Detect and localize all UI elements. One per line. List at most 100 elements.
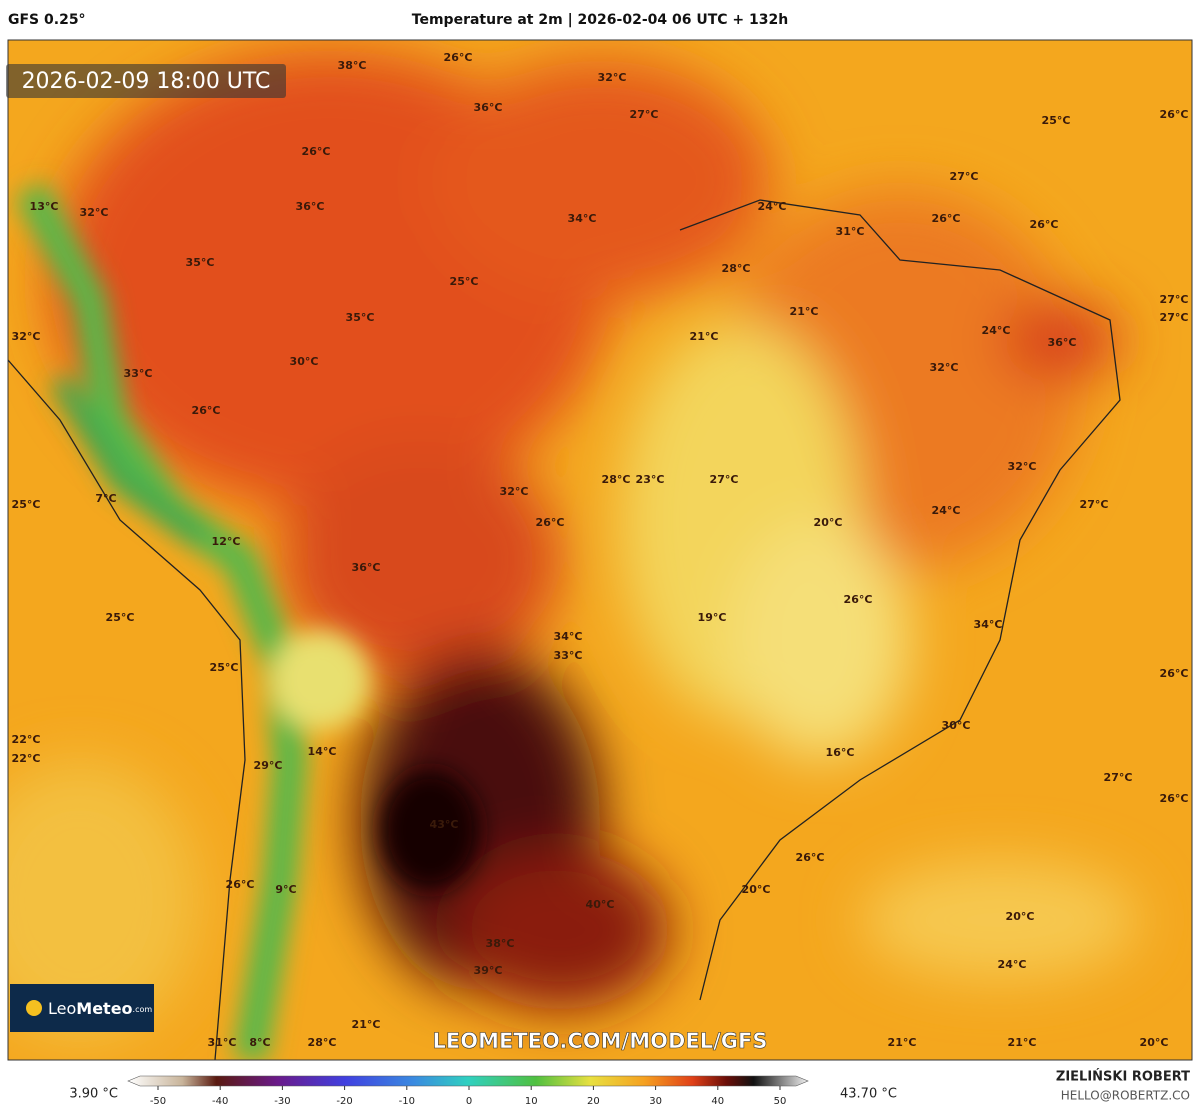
- colorbar-tick-label: 30: [649, 1096, 662, 1107]
- temperature-label: 28°C: [722, 262, 751, 275]
- temperature-label: 29°C: [254, 759, 283, 772]
- temperature-label: 22°C: [12, 752, 41, 765]
- temperature-label: 20°C: [814, 516, 843, 529]
- time-box: [6, 64, 286, 98]
- model-name: GFS 0.25°: [8, 12, 86, 28]
- temperature-label: 26°C: [1160, 667, 1189, 680]
- colorbar-min: 3.90 °C: [69, 1087, 118, 1102]
- temperature-label: 36°C: [1048, 336, 1077, 349]
- temperature-label: 40°C: [586, 898, 615, 911]
- temperature-label: 22°C: [12, 733, 41, 746]
- temperature-label: 24°C: [758, 200, 787, 213]
- temperature-label: 24°C: [982, 324, 1011, 337]
- temperature-label: 20°C: [742, 883, 771, 896]
- temperature-label: 25°C: [106, 611, 135, 624]
- temperature-label: 34°C: [554, 630, 583, 643]
- colorbar-tick-label: 40: [711, 1096, 724, 1107]
- temperature-label: 16°C: [826, 746, 855, 759]
- colorbar-tick-label: -20: [336, 1096, 352, 1107]
- temperature-label: 13°C: [30, 200, 59, 213]
- temperature-label: 38°C: [338, 59, 367, 72]
- temperature-label: 8°C: [249, 1036, 270, 1049]
- colorbar: [127, 1075, 809, 1087]
- colorbar-tick-label: 50: [774, 1096, 787, 1107]
- watermark: LEOMETEO.COM/MODEL/GFS: [433, 1029, 768, 1053]
- temperature-label: 38°C: [486, 937, 515, 950]
- temperature-label: 26°C: [226, 878, 255, 891]
- temperature-label: 30°C: [942, 719, 971, 732]
- temperature-label: 25°C: [12, 498, 41, 511]
- temperature-label: 33°C: [124, 367, 153, 380]
- temperature-label: 25°C: [450, 275, 479, 288]
- temperature-label: 33°C: [554, 649, 583, 662]
- temperature-label: 9°C: [275, 883, 296, 896]
- temperature-label: 14°C: [308, 745, 337, 758]
- temperature-label: 27°C: [1104, 771, 1133, 784]
- colorbar-tick-label: -10: [399, 1096, 415, 1107]
- temperature-label: 26°C: [444, 51, 473, 64]
- logo-sun: [26, 1000, 42, 1016]
- colorbar-tick-label: 20: [587, 1096, 600, 1107]
- temperature-label: 32°C: [1008, 460, 1037, 473]
- temperature-label: 28°C: [308, 1036, 337, 1049]
- temperature-label: 31°C: [208, 1036, 237, 1049]
- temperature-label: 25°C: [1042, 114, 1071, 127]
- temperature-label: 26°C: [844, 593, 873, 606]
- temperature-label: 21°C: [1008, 1036, 1037, 1049]
- temperature-label: 24°C: [998, 958, 1027, 971]
- temperature-label: 20°C: [1006, 910, 1035, 923]
- temperature-label: 27°C: [1160, 293, 1189, 306]
- temperature-label: 31°C: [836, 225, 865, 238]
- temperature-label: 27°C: [950, 170, 979, 183]
- temperature-label: 25°C: [210, 661, 239, 674]
- colorbar-tick-label: -50: [150, 1096, 166, 1107]
- logo-light: Leo: [48, 999, 76, 1018]
- temperature-label: 26°C: [796, 851, 825, 864]
- temperature-label: 32°C: [500, 485, 529, 498]
- temperature-label: 24°C: [932, 504, 961, 517]
- temperature-label: 20°C: [1140, 1036, 1169, 1049]
- temperature-label: 39°C: [474, 964, 503, 977]
- temperature-label: 32°C: [930, 361, 959, 374]
- colorbar-tick-label: 10: [525, 1096, 538, 1107]
- logo-text: LeoMeteo.com: [48, 999, 152, 1018]
- temperature-label: 35°C: [186, 256, 215, 269]
- temperature-label: 27°C: [630, 108, 659, 121]
- temperature-label: 34°C: [568, 212, 597, 225]
- temperature-label: 27°C: [1080, 498, 1109, 511]
- temperature-label: 36°C: [474, 101, 503, 114]
- temperature-label: 32°C: [12, 330, 41, 343]
- temperature-label: 21°C: [790, 305, 819, 318]
- temperature-label: 26°C: [536, 516, 565, 529]
- temperature-label: 26°C: [932, 212, 961, 225]
- temperature-label: 21°C: [352, 1018, 381, 1031]
- temperature-label: 26°C: [192, 404, 221, 417]
- map-frame: [7, 39, 1193, 1061]
- temperature-label: 26°C: [1160, 108, 1189, 121]
- map-labels: 38°C 26°C 32°C 36°C 27°C 25°C 26°C 26°C 27°C 13°C…: [12, 51, 1189, 1049]
- chart-title: Temperature at 2m | 2026-02-04 06 UTC + …: [412, 12, 788, 28]
- temperature-label: 7°C: [95, 492, 116, 505]
- email: HELLO@ROBERTZ.CO: [1061, 1089, 1190, 1103]
- logo-bold: Meteo: [76, 999, 132, 1018]
- colorbar-tick-label: -30: [274, 1096, 290, 1107]
- map-background: [8, 40, 1192, 1060]
- temperature-label: 36°C: [296, 200, 325, 213]
- temperature-label: 27°C: [1160, 311, 1189, 324]
- temperature-label: 21°C: [888, 1036, 917, 1049]
- temperature-label: 27°C: [710, 473, 739, 486]
- temperature-label: 32°C: [80, 206, 109, 219]
- temperature-label: 28°C: [602, 473, 631, 486]
- temperature-label: 43°C: [430, 818, 459, 831]
- temperature-label: 26°C: [302, 145, 331, 158]
- colorbar-tick-label: 0: [466, 1096, 472, 1107]
- temperature-label: 26°C: [1160, 792, 1189, 805]
- colorbar-tick-label: -40: [212, 1096, 228, 1107]
- valid-time: 2026-02-09 18:00 UTC: [22, 69, 271, 94]
- colorbar-max: 43.70 °C: [840, 1087, 897, 1102]
- temperature-label: 26°C: [1030, 218, 1059, 231]
- temperature-label: 30°C: [290, 355, 319, 368]
- temperature-label: 35°C: [346, 311, 375, 324]
